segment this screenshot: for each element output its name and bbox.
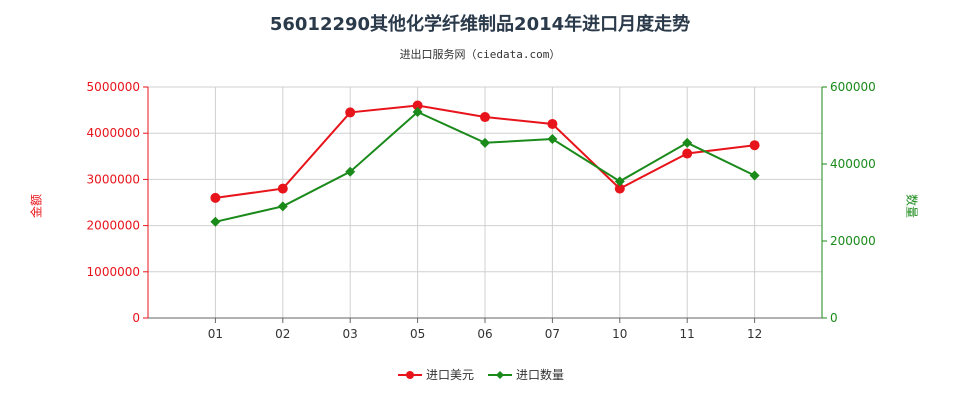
x-tick-label: 11: [680, 327, 695, 341]
series-2-point: [210, 216, 221, 227]
series-2-point: [614, 176, 625, 187]
x-tick-label: 01: [208, 327, 223, 341]
right-tick-label: 600000: [830, 80, 876, 94]
series-1-point: [749, 140, 760, 151]
series-1-point: [277, 183, 288, 194]
series-2-point: [682, 137, 693, 148]
series-2-point: [345, 166, 356, 177]
left-tick-label: 5000000: [87, 80, 140, 94]
chart-title: 56012290其他化学纤维制品2014年进口月度走势: [269, 14, 691, 35]
series-1-point: [480, 112, 490, 123]
series-1-point: [682, 148, 693, 159]
series-2-point: [480, 137, 490, 148]
x-tick-label: 02: [275, 327, 290, 341]
left-tick-label: 2000000: [87, 219, 140, 233]
left-tick-label: 3000000: [87, 172, 140, 186]
series-1-point: [412, 100, 423, 111]
left-tick-label: 0: [132, 311, 140, 325]
legend-label: 进口数量: [516, 367, 564, 382]
series-2-point: [412, 107, 423, 118]
legend-swatch-marker: [406, 371, 414, 379]
x-tick-label: 12: [747, 327, 762, 341]
legend-swatch-marker: [496, 371, 504, 379]
right-tick-label: 0: [830, 311, 838, 325]
x-tick-label: 07: [545, 327, 560, 341]
right-tick-label: 400000: [830, 157, 876, 171]
series-1-point: [345, 107, 356, 118]
series-1-point: [547, 118, 558, 129]
left-tick-label: 1000000: [87, 265, 140, 279]
x-tick-label: 06: [477, 327, 492, 341]
x-tick-label: 03: [343, 327, 358, 341]
right-tick-label: 200000: [830, 234, 876, 248]
x-tick-label: 05: [410, 327, 425, 341]
series-2-point: [277, 201, 288, 212]
x-tick-label: 10: [612, 327, 627, 341]
legend-label: 进口美元: [426, 368, 474, 382]
series-1-point: [614, 183, 625, 194]
series-2-point: [749, 170, 760, 181]
chart-subtitle: 进出口服务网（ciedata.com）: [399, 48, 561, 61]
series-1-point: [210, 192, 221, 203]
series-2-point: [547, 133, 558, 144]
left-tick-label: 4000000: [87, 126, 140, 140]
